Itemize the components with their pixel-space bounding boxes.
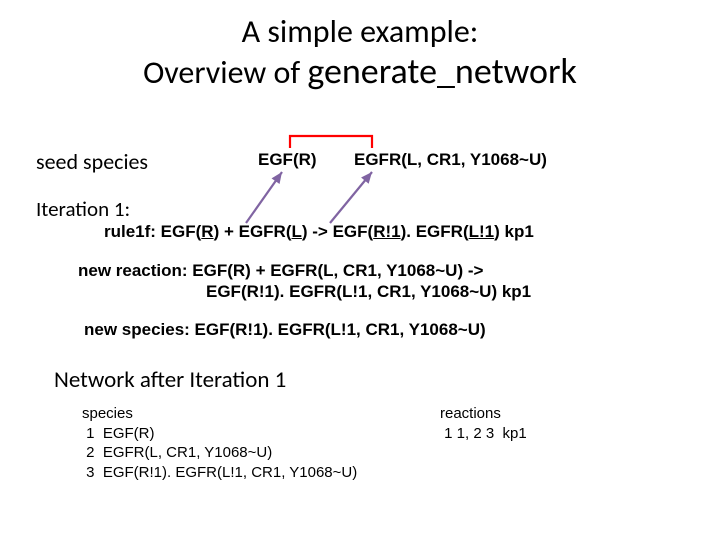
rule-L: L <box>292 222 302 241</box>
iteration-label: Iteration 1: <box>36 196 130 222</box>
title-line2b: generate_network <box>307 49 577 93</box>
reaction-line2: EGF(R!1). EGFR(L!1, CR1, Y1068~U) kp1 <box>206 282 531 301</box>
rule-mid3: ). EGFR( <box>401 222 469 241</box>
new-reaction: new reaction: EGF(R) + EGFR(L, CR1, Y106… <box>78 260 531 303</box>
seed-species-1: EGF(R) <box>258 150 317 170</box>
reactions-list: reactions 1 1, 2 3 kp1 <box>440 404 527 443</box>
seed-species-label: seed species <box>36 148 148 175</box>
rule-R1: R!1 <box>373 222 400 241</box>
rule-line: rule1f: EGF(R) + EGFR(L) -> EGF(R!1). EG… <box>104 222 534 242</box>
rule-R: R <box>201 222 213 241</box>
title-line2a: Overview of <box>143 53 307 92</box>
title-line1: A simple example: <box>242 12 479 51</box>
rule-mid1: ) + EGFR( <box>214 222 292 241</box>
rule-mid2: ) -> EGF( <box>302 222 373 241</box>
rule-prefix: rule1f: EGF( <box>104 222 201 241</box>
rule-L1: L!1 <box>469 222 495 241</box>
new-species: new species: EGF(R!1). EGFR(L!1, CR1, Y1… <box>84 320 486 340</box>
species-list: species 1 EGF(R) 2 EGFR(L, CR1, Y1068~U)… <box>82 404 357 482</box>
rule-suffix: ) kp1 <box>494 222 534 241</box>
slide-title: A simple example: Overview of generate_n… <box>0 14 720 92</box>
reaction-line1: new reaction: EGF(R) + EGFR(L, CR1, Y106… <box>78 261 483 280</box>
network-after-label: Network after Iteration 1 <box>54 366 286 394</box>
seed-species-2: EGFR(L, CR1, Y1068~U) <box>354 150 547 170</box>
